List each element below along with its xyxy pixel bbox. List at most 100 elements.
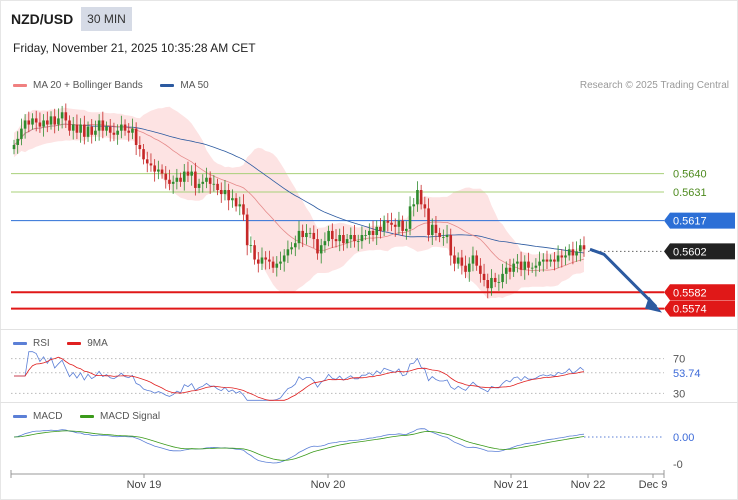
- candle-body: [131, 128, 134, 133]
- candle: [456, 252, 460, 269]
- candle-body: [578, 245, 582, 252]
- candle: [31, 113, 34, 130]
- candle-body: [234, 198, 238, 207]
- candle: [575, 241, 578, 262]
- candle: [168, 169, 171, 191]
- candle: [94, 120, 97, 142]
- candle-body: [401, 220, 404, 231]
- candle: [445, 224, 449, 244]
- candle: [286, 240, 290, 264]
- candle-body: [212, 183, 216, 185]
- candle: [360, 226, 364, 249]
- candle: [556, 245, 560, 268]
- candle-body: [256, 259, 260, 264]
- candle-body: [90, 126, 94, 135]
- candle: [234, 193, 238, 212]
- candle-body: [575, 251, 578, 256]
- candle: [331, 223, 334, 248]
- candle: [179, 172, 182, 187]
- candle-body: [375, 226, 379, 235]
- level-tag-shape: [664, 300, 735, 317]
- candle-body: [305, 232, 308, 238]
- candle-body: [427, 208, 430, 235]
- timeframe-button[interactable]: 30 MIN: [81, 7, 132, 31]
- candle-body: [327, 230, 330, 242]
- candle: [275, 256, 279, 277]
- candle: [145, 151, 149, 173]
- candle-body: [456, 257, 460, 264]
- candle-body: [564, 255, 567, 258]
- candle-body: [123, 124, 127, 131]
- candle: [353, 224, 356, 248]
- candle: [412, 197, 416, 217]
- x-axis-tick-label: Nov 21: [494, 479, 529, 491]
- macd-level-label: 0.00: [673, 432, 694, 444]
- candle-body: [34, 118, 38, 123]
- macd-signal-line: [13, 430, 585, 461]
- candle-body: [438, 232, 441, 238]
- candle-body: [142, 149, 145, 160]
- candle-body: [253, 245, 256, 260]
- x-axis-tick-label: Nov 19: [127, 479, 162, 491]
- forecast-arrow-line: [589, 247, 658, 308]
- candle: [453, 246, 456, 272]
- candle: [438, 227, 441, 243]
- level-value-text: 0.5602: [673, 246, 707, 258]
- candle: [160, 164, 164, 179]
- candle: [560, 249, 564, 268]
- candle-body: [75, 124, 79, 133]
- candle-body: [190, 171, 193, 176]
- candle: [260, 247, 264, 270]
- candle: [120, 115, 123, 139]
- candle: [216, 178, 219, 196]
- level-label-resistance: 0.5640: [673, 169, 707, 181]
- candle: [460, 249, 464, 275]
- x-axis-tick-label: Dec 9: [639, 479, 668, 491]
- legend-rsi-label: RSI: [33, 338, 50, 349]
- candle-body: [101, 120, 105, 131]
- candle-body: [523, 261, 527, 270]
- candle: [497, 274, 501, 291]
- candle: [567, 244, 571, 261]
- candle: [293, 235, 297, 257]
- rsi-panel-divider: [0, 329, 738, 330]
- x-axis-tick-label: Nov 22: [571, 479, 606, 491]
- candle-body: [301, 230, 305, 238]
- candle: [545, 250, 549, 270]
- candle: [27, 111, 31, 133]
- candle: [364, 229, 367, 241]
- candle: [245, 208, 249, 256]
- candle-body: [242, 204, 245, 215]
- candle-body: [567, 249, 571, 256]
- candle: [71, 116, 75, 140]
- rsi-level-label: 30: [673, 388, 685, 400]
- candle: [371, 220, 375, 242]
- candle: [397, 211, 401, 235]
- candle-body: [386, 220, 390, 223]
- candle-body: [497, 282, 501, 283]
- candle: [264, 251, 267, 270]
- candle: [538, 251, 541, 273]
- candle-body: [464, 265, 467, 272]
- candle: [297, 220, 301, 250]
- candle-body: [175, 177, 179, 182]
- macd-line: [13, 428, 585, 464]
- candle: [142, 143, 145, 165]
- candle: [182, 164, 186, 191]
- candle: [434, 215, 438, 241]
- level-value-text: 0.5640: [673, 169, 707, 181]
- candle-body: [571, 249, 575, 256]
- candle-body: [157, 169, 160, 172]
- candle: [20, 118, 23, 146]
- candle: [479, 258, 482, 283]
- bollinger-band-area: [14, 106, 584, 299]
- candle: [423, 196, 427, 218]
- candle: [64, 103, 68, 129]
- candle-body: [475, 255, 478, 266]
- candle-body: [160, 169, 164, 174]
- candle-body: [423, 204, 427, 209]
- candle-body: [556, 255, 560, 262]
- candle-body: [312, 232, 316, 240]
- level-label-support: 0.5582: [664, 284, 735, 301]
